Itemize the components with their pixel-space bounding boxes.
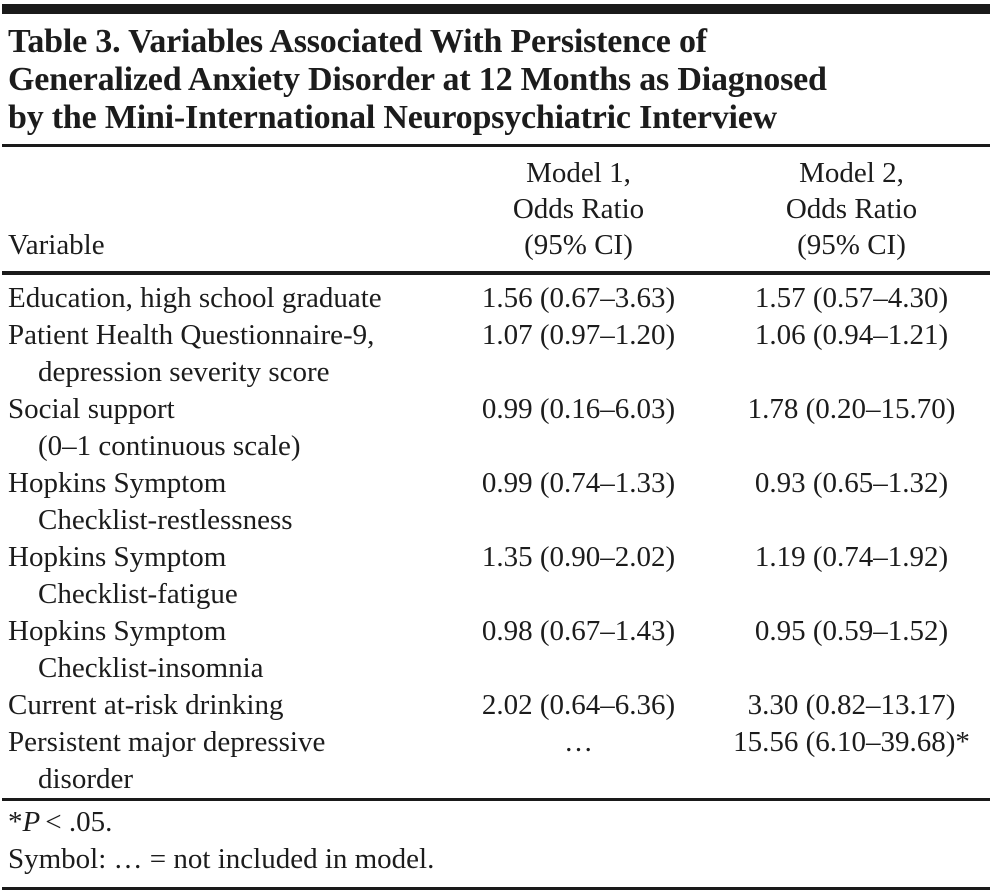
variable-cell: Social support (0–1 continuous scale) <box>0 391 452 465</box>
variable-name: Current at-risk drinking <box>8 689 284 721</box>
table-footnotes: *P < .05. Symbol: … = not included in mod… <box>0 801 998 883</box>
table-row: Social support (0–1 continuous scale) 0.99… <box>0 391 998 465</box>
table-body: Education, high school graduate 1.56 (0.6… <box>0 275 998 798</box>
top-rule <box>2 4 990 14</box>
table-row: Hopkins Symptom Checklist-insomnia 0.98 (0… <box>0 613 998 687</box>
model2-odds-ratio: 1.06 (0.94–1.21) <box>754 319 949 351</box>
model2-odds-ratio: 0.93 (0.65–1.32) <box>754 467 949 499</box>
variable-name: Hopkins Symptom <box>8 615 227 647</box>
column-header-model1: Model 1, Odds Ratio (95% CI) <box>452 155 705 263</box>
variable-name: Persistent major depressive <box>8 726 326 758</box>
model2-odds-ratio: 1.78 (0.20–15.70) <box>747 393 956 425</box>
model1-odds-ratio: 2.02 (0.64–6.36) <box>481 689 676 721</box>
variable-cell: Hopkins Symptom Checklist-insomnia <box>0 613 452 687</box>
model1-odds-ratio: 1.56 (0.67–3.63) <box>481 282 676 314</box>
table-row: Current at-risk drinking 2.02 (0.64–6.36)… <box>0 687 998 724</box>
table-title-line: Table 3. Variables Associated With Persi… <box>8 23 707 60</box>
table-row: Persistent major depressive disorder … 15.5… <box>0 724 998 798</box>
column-header-line: Odds Ratio <box>785 193 918 225</box>
variable-name: Hopkins Symptom <box>8 467 227 499</box>
model2-odds-ratio: 1.57 (0.57–4.30) <box>754 282 949 314</box>
column-header-model2: Model 2, Odds Ratio (95% CI) <box>705 155 998 263</box>
column-header-line: (95% CI) <box>524 229 633 261</box>
variable-name: Hopkins Symptom <box>8 541 227 573</box>
header-divider <box>2 271 990 275</box>
variable-name: Education, high school graduate <box>8 282 382 314</box>
column-header-line: (95% CI) <box>797 229 906 261</box>
variable-name-continuation: Checklist-restlessness <box>38 504 293 536</box>
table-header-row: Variable Model 1, Odds Ratio (95% CI) Mo… <box>0 147 998 271</box>
footnote-divider <box>2 798 990 801</box>
variable-name-continuation: (0–1 continuous scale) <box>38 430 301 462</box>
variable-name-continuation: depression severity score <box>38 356 330 388</box>
significance-footnote: *P < .05. <box>8 804 998 841</box>
variable-name-continuation: disorder <box>38 763 134 795</box>
model1-odds-ratio: … <box>564 726 593 758</box>
variable-cell: Hopkins Symptom Checklist-restlessness <box>0 465 452 539</box>
table-title: Table 3. Variables Associated With Persi… <box>0 14 998 144</box>
column-header-line: Odds Ratio <box>512 193 645 225</box>
significance-marker: * <box>8 806 23 838</box>
model1-odds-ratio: 1.35 (0.90–2.02) <box>481 541 676 573</box>
variable-name: Social support <box>8 393 175 425</box>
variable-name-continuation: Checklist-insomnia <box>38 652 264 684</box>
model2-odds-ratio: 15.56 (6.10–39.68)* <box>733 726 970 758</box>
variable-cell: Persistent major depressive disorder <box>0 724 452 798</box>
model2-odds-ratio: 3.30 (0.82–13.17) <box>747 689 956 721</box>
significance-p-symbol: P <box>22 806 41 838</box>
significance-threshold: < .05. <box>45 806 113 838</box>
table-title-line: Generalized Anxiety Disorder at 12 Month… <box>8 61 827 98</box>
table-row: Hopkins Symptom Checklist-restlessness 0.9… <box>0 465 998 539</box>
table-row: Hopkins Symptom Checklist-fatigue 1.35 (0.… <box>0 539 998 613</box>
variable-cell: Patient Health Questionnaire-9, depressio… <box>0 317 452 391</box>
model2-odds-ratio: 0.95 (0.59–1.52) <box>754 615 949 647</box>
variable-cell: Hopkins Symptom Checklist-fatigue <box>0 539 452 613</box>
variable-cell: Education, high school graduate <box>0 280 452 317</box>
variable-name-continuation: Checklist-fatigue <box>38 578 238 610</box>
column-header-line: Model 1, <box>526 157 631 189</box>
symbol-footnote: Symbol: … = not included in model. <box>8 843 435 875</box>
model1-odds-ratio: 0.98 (0.67–1.43) <box>481 615 676 647</box>
variable-cell: Current at-risk drinking <box>0 687 452 724</box>
table-title-line: by the Mini-International Neuropsychiatr… <box>8 99 778 136</box>
table-row: Education, high school graduate 1.56 (0.6… <box>0 280 998 317</box>
title-divider <box>2 144 990 147</box>
table-row: Patient Health Questionnaire-9, depressio… <box>0 317 998 391</box>
journal-table-figure: Table 3. Variables Associated With Persi… <box>0 4 998 893</box>
variable-name: Patient Health Questionnaire-9, <box>8 319 375 351</box>
column-header-line: Model 2, <box>799 157 904 189</box>
model2-odds-ratio: 1.19 (0.74–1.92) <box>754 541 949 573</box>
column-header-variable: Variable <box>8 229 105 261</box>
model1-odds-ratio: 0.99 (0.74–1.33) <box>481 467 676 499</box>
model1-odds-ratio: 0.99 (0.16–6.03) <box>481 393 676 425</box>
model1-odds-ratio: 1.07 (0.97–1.20) <box>481 319 676 351</box>
